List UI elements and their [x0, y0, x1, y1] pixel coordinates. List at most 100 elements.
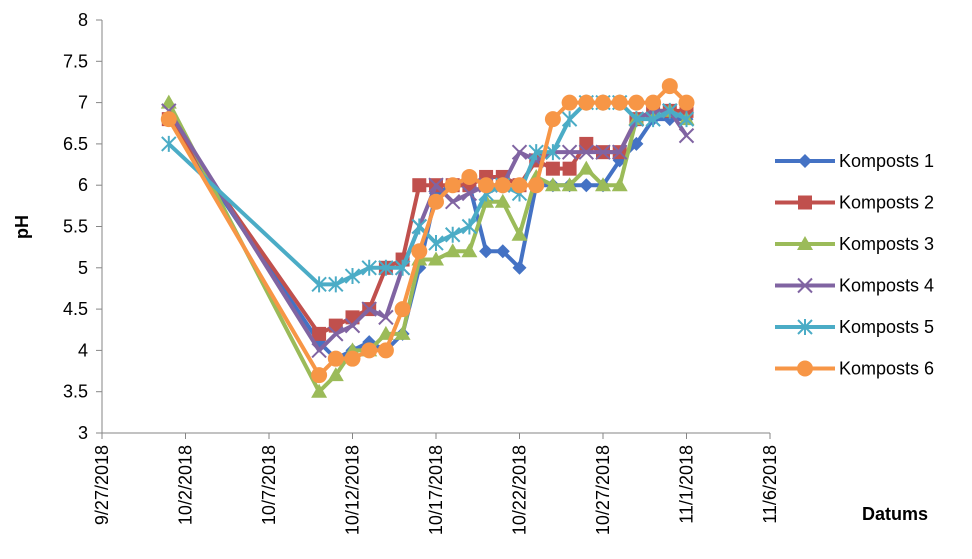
- data-point-circle: [394, 301, 411, 318]
- data-point-x: [595, 144, 611, 160]
- data-point-star: [545, 144, 561, 161]
- data-point-star: [328, 276, 344, 293]
- legend-label: Komposts 2: [839, 193, 934, 213]
- x-tick-label: 10/27/2018: [593, 445, 613, 535]
- data-point-circle: [311, 367, 328, 384]
- data-point-star: [394, 259, 411, 276]
- data-point-diamond: [512, 260, 527, 275]
- x-tick-label: 10/22/2018: [510, 445, 530, 535]
- data-point-square: [579, 136, 594, 151]
- data-point-x: [678, 127, 695, 144]
- data-point-circle: [528, 177, 545, 194]
- x-axis: 9/27/2018 10/2/2018 10/7/2018 10/12/2018 10/…: [92, 432, 780, 535]
- legend-label: Komposts 4: [839, 276, 934, 296]
- x-tick-label: 10/2/2018: [176, 445, 196, 525]
- data-point-circle: [361, 342, 378, 359]
- data-point-x: [578, 144, 595, 160]
- data-point-square: [412, 178, 427, 193]
- data-point-circle: [494, 177, 511, 194]
- data-point-circle: [578, 94, 595, 111]
- data-point-star: [361, 259, 377, 276]
- x-tick-label: 10/12/2018: [343, 445, 363, 535]
- x-tick-label: 10/17/2018: [426, 445, 446, 535]
- y-tick-label: 5: [78, 258, 88, 278]
- data-point-star: [561, 111, 578, 128]
- data-point-square: [312, 326, 327, 341]
- legend-label: Komposts 6: [839, 359, 934, 379]
- data-point-diamond: [495, 244, 510, 259]
- data-point-circle: [595, 94, 611, 111]
- data-point-star: [628, 111, 645, 128]
- data-point-triangle: [327, 367, 344, 382]
- series-5: [161, 94, 695, 293]
- legend-item: Komposts 1: [775, 151, 934, 171]
- data-point-star: [311, 276, 327, 293]
- data-point-star: [444, 226, 461, 243]
- data-point-x: [378, 309, 394, 326]
- legend-label: Komposts 3: [839, 234, 934, 254]
- data-point-circle: [428, 193, 444, 210]
- y-tick-label: 3.5: [63, 382, 88, 402]
- data-point-star: [428, 235, 444, 252]
- data-point-circle: [511, 177, 528, 194]
- y-tick-label: 7.5: [63, 51, 88, 71]
- y-tick-label: 6.5: [63, 134, 88, 154]
- data-point-circle: [327, 350, 344, 367]
- data-point-circle: [611, 94, 628, 111]
- legend-item: Komposts 3: [775, 234, 934, 254]
- y-tick-label: 6: [78, 175, 88, 195]
- data-point-star: [797, 319, 813, 335]
- data-point-star: [645, 111, 661, 128]
- data-point-circle: [544, 111, 561, 128]
- data-point-star: [411, 218, 428, 235]
- data-point-circle: [478, 177, 495, 194]
- y-tick-label: 7: [78, 93, 88, 113]
- data-point-star: [161, 135, 177, 152]
- data-point-circle: [678, 94, 695, 111]
- x-tick-label: 9/27/2018: [92, 445, 112, 525]
- data-point-triangle: [461, 243, 478, 258]
- x-tick-label: 11/1/2018: [677, 445, 697, 524]
- data-point-triangle: [544, 177, 561, 192]
- data-point-circle: [628, 94, 645, 111]
- data-point-star: [662, 102, 678, 119]
- data-point-x: [361, 301, 377, 317]
- series-line: [167, 100, 688, 287]
- series-6: [160, 78, 695, 384]
- data-point-x: [311, 342, 327, 359]
- data-point-triangle: [494, 193, 511, 208]
- data-point-x: [611, 144, 628, 160]
- y-axis: 3 3.5 4 4.5 5 5.5 6 6.5 7 7.5 8: [63, 10, 103, 443]
- data-point-x: [444, 194, 461, 210]
- data-point-circle: [377, 342, 394, 359]
- data-point-triangle: [311, 383, 328, 398]
- y-axis-title: pH: [12, 215, 32, 239]
- data-point-star: [378, 259, 394, 276]
- data-point-x: [511, 144, 528, 160]
- data-point-diamond: [479, 244, 494, 259]
- data-point-x: [428, 177, 444, 193]
- data-point-triangle: [511, 226, 528, 241]
- legend-item: Komposts 5: [775, 317, 934, 337]
- data-point-circle: [160, 111, 177, 128]
- series-3: [160, 94, 695, 398]
- x-tick-label: 10/7/2018: [259, 445, 279, 525]
- data-point-triangle: [611, 177, 628, 192]
- data-point-square: [798, 195, 812, 210]
- data-point-circle: [411, 243, 428, 260]
- data-point-triangle: [428, 251, 444, 266]
- data-point-circle: [645, 94, 662, 111]
- data-point-star: [528, 144, 544, 161]
- data-point-triangle: [797, 236, 813, 250]
- data-point-square: [562, 161, 577, 176]
- y-tick-label: 3: [78, 423, 88, 443]
- data-point-circle: [797, 360, 813, 377]
- data-point-diamond: [579, 178, 594, 193]
- data-point-star: [678, 111, 695, 128]
- data-point-triangle: [160, 94, 177, 109]
- data-point-x: [797, 277, 813, 294]
- legend-item: Komposts 4: [775, 276, 934, 296]
- legend: Komposts 1 Komposts 2 Komposts 3 Komposts 4…: [775, 151, 934, 379]
- plot-series: [160, 78, 695, 398]
- y-tick-label: 4.5: [63, 299, 88, 319]
